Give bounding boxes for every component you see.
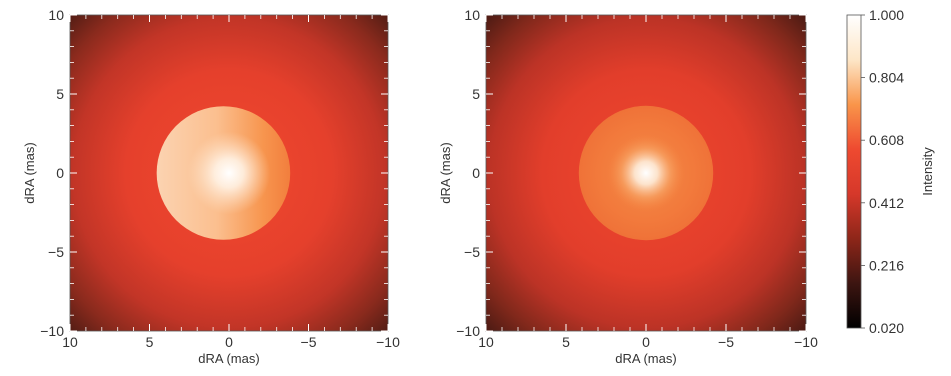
right-x-tick-label: 5: [562, 334, 570, 350]
left-axis-ticks: 10 5 0 −5 −10 −10 −5 0 5 10: [40, 7, 400, 350]
colorbar-tick-label: 1.000: [869, 7, 904, 23]
left-y-tick-label: −10: [40, 323, 64, 339]
left-x-tick-label: −10: [376, 334, 400, 350]
colorbar-tick-label: 0.216: [869, 257, 904, 273]
colorbar-tick-label: 0.020: [869, 320, 904, 336]
left-y-tick-label: 10: [48, 7, 64, 23]
right-y-tick-label: −10: [456, 323, 480, 339]
right-y-tick-label: 10: [464, 7, 480, 23]
right-x-tick-label: −10: [794, 334, 818, 350]
right-y-tick-label: 5: [472, 86, 480, 102]
colorbar-gradient: [846, 14, 862, 329]
colorbar-tick-label: 0.608: [869, 132, 904, 148]
right-bright-spot: [607, 134, 685, 212]
right-image-panel: 10 5 0 −5 −10 −10 −5 0 5 10 dRA (mas) dRA (mas): [438, 7, 818, 366]
colorbar: 1.000 0.804 0.608 0.412 0.216 0.020 Intensity: [846, 7, 935, 336]
right-x-tick-label: 0: [642, 334, 650, 350]
colorbar-tick-label: 0.804: [869, 70, 904, 86]
right-y-tick-label: −5: [464, 244, 480, 260]
left-x-tick-label: 5: [146, 334, 154, 350]
colorbar-ticks: 1.000 0.804 0.608 0.412 0.216 0.020: [861, 7, 904, 336]
right-x-tick-label: 10: [478, 334, 494, 350]
right-axis-ticks: 10 5 0 −5 −10 −10 −5 0 5 10: [456, 7, 818, 350]
right-x-axis-label: dRA (mas): [615, 351, 676, 366]
left-image-panel: 10 5 0 −5 −10 −10 −5 0 5 10 dRA (mas) dRA (mas): [22, 7, 400, 366]
left-x-tick-label: −5: [301, 334, 317, 350]
colorbar-tick-label: 0.412: [869, 195, 904, 211]
left-x-tick-label: 10: [62, 334, 78, 350]
left-y-tick-label: 0: [56, 165, 64, 181]
left-y-axis-label: dRA (mas): [22, 142, 37, 203]
left-x-tick-label: 0: [225, 334, 233, 350]
left-y-tick-label: −5: [48, 244, 64, 260]
right-y-tick-label: 0: [472, 165, 480, 181]
right-y-axis-label: dRA (mas): [438, 142, 453, 203]
left-y-tick-label: 5: [56, 86, 64, 102]
colorbar-label: Intensity: [920, 147, 935, 196]
right-x-tick-label: −5: [718, 334, 734, 350]
left-bright-spot: [187, 131, 271, 215]
left-x-axis-label: dRA (mas): [198, 351, 259, 366]
